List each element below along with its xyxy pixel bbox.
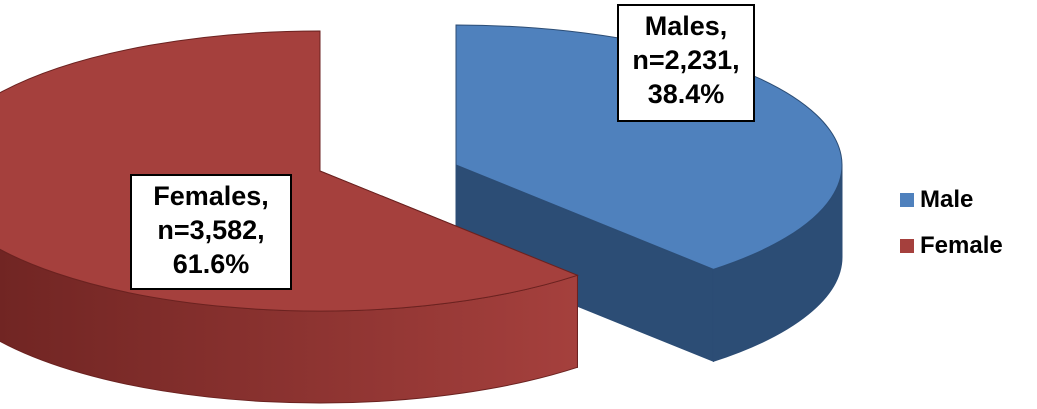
legend-swatch-female xyxy=(900,239,914,253)
data-label-female: Females, n=3,582, 61.6% xyxy=(130,174,292,290)
legend-label-female: Female xyxy=(920,232,1003,259)
data-label-female-line-1: Females, xyxy=(153,181,269,211)
data-label-female-line-3: 61.6% xyxy=(172,249,250,279)
legend-item-male: Male xyxy=(900,185,1003,215)
legend-label-male: Male xyxy=(920,186,974,213)
data-label-male-line-1: Males, xyxy=(644,11,728,41)
legend-swatch-male xyxy=(900,193,914,207)
chart-legend: Male Female xyxy=(900,185,1003,277)
legend-item-female: Female xyxy=(900,231,1003,261)
data-label-female-line-2: n=3,582, xyxy=(157,215,265,245)
data-label-male-line-2: n=2,231, xyxy=(632,45,740,75)
data-label-male: Males, n=2,231, 38.4% xyxy=(617,4,755,122)
data-label-male-line-3: 38.4% xyxy=(647,79,725,109)
